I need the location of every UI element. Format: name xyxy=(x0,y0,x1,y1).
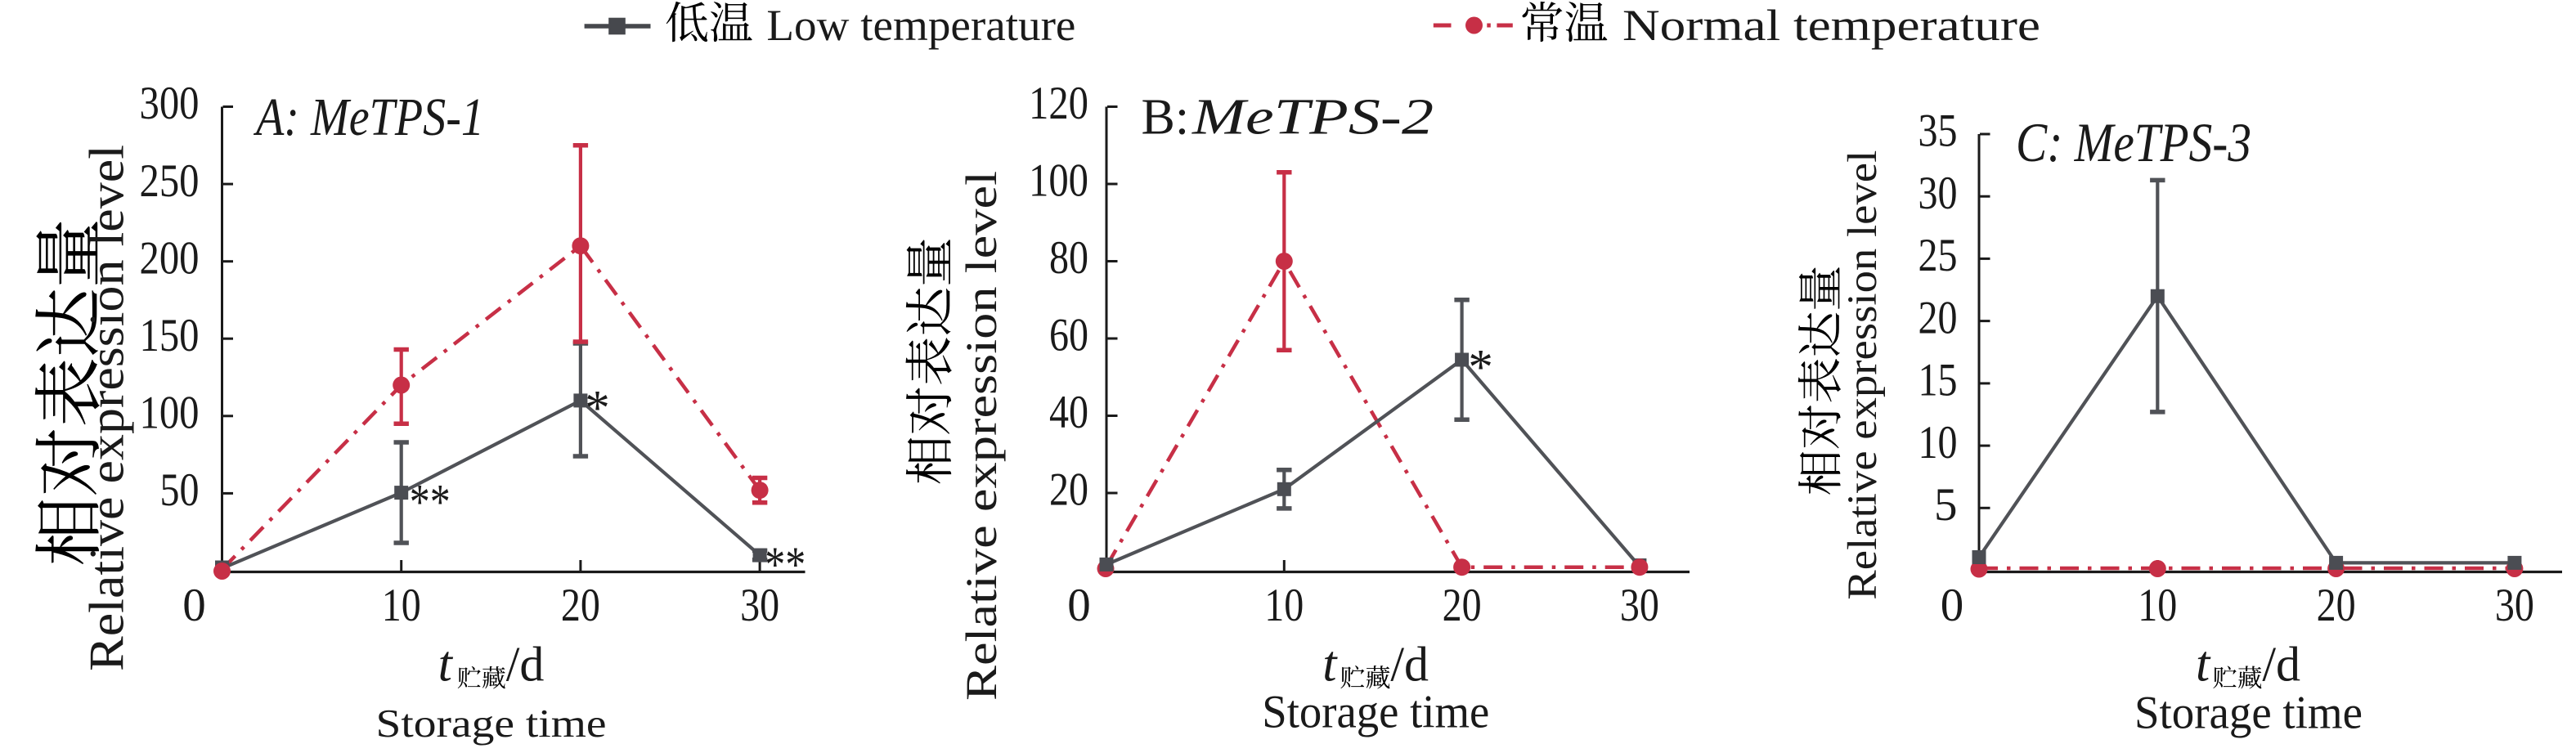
svg-text:30: 30 xyxy=(2495,580,2534,631)
svg-text:10: 10 xyxy=(1919,417,1958,468)
svg-text:MeTPS-2: MeTPS-2 xyxy=(1192,90,1434,146)
svg-text:150: 150 xyxy=(140,310,200,361)
svg-text:Low temperature: Low temperature xyxy=(766,1,1075,50)
svg-text:20: 20 xyxy=(1443,580,1482,631)
svg-text:5: 5 xyxy=(1934,479,1958,531)
svg-text:Storage time: Storage time xyxy=(376,701,607,746)
svg-text:**: ** xyxy=(765,538,806,593)
svg-text:Relative expression level: Relative expression level xyxy=(1840,150,1886,600)
svg-text:200: 200 xyxy=(140,232,200,284)
svg-text:0: 0 xyxy=(1941,580,1964,631)
svg-text:50: 50 xyxy=(160,464,200,516)
svg-text:60: 60 xyxy=(1049,310,1088,361)
svg-text:30: 30 xyxy=(1919,168,1958,219)
svg-text:300: 300 xyxy=(140,78,200,129)
svg-text:30: 30 xyxy=(740,580,779,631)
svg-text:C: MeTPS-3: C: MeTPS-3 xyxy=(2016,111,2251,173)
svg-text:20: 20 xyxy=(1049,464,1088,516)
svg-text:20: 20 xyxy=(2317,580,2356,631)
svg-text:B:: B: xyxy=(1142,90,1190,146)
svg-text:0: 0 xyxy=(1067,580,1091,631)
svg-text:/d: /d xyxy=(1390,637,1429,691)
svg-text:Storage time: Storage time xyxy=(2134,687,2363,738)
svg-text:/d: /d xyxy=(506,637,545,691)
svg-text:t: t xyxy=(438,636,454,692)
svg-text:80: 80 xyxy=(1049,232,1088,284)
svg-text:t: t xyxy=(2196,636,2211,692)
svg-text:100: 100 xyxy=(1029,155,1088,207)
svg-text:t: t xyxy=(1322,636,1338,692)
svg-text:40: 40 xyxy=(1049,387,1088,438)
svg-text:20: 20 xyxy=(1919,292,1958,343)
svg-text:*: * xyxy=(585,381,610,436)
svg-text:Normal temperature: Normal temperature xyxy=(1622,1,2040,50)
svg-text:120: 120 xyxy=(1029,78,1088,129)
svg-text:10: 10 xyxy=(1264,580,1304,631)
svg-text:Storage time: Storage time xyxy=(1262,687,1489,738)
svg-text:A: MeTPS-1: A: MeTPS-1 xyxy=(254,87,484,147)
svg-text:10: 10 xyxy=(382,580,421,631)
svg-text:35: 35 xyxy=(1919,105,1958,157)
svg-text:30: 30 xyxy=(1620,580,1659,631)
svg-text:10: 10 xyxy=(2138,580,2177,631)
svg-text:0: 0 xyxy=(182,580,206,631)
svg-text:*: * xyxy=(1468,340,1493,395)
svg-text:20: 20 xyxy=(561,580,600,631)
svg-text:100: 100 xyxy=(140,388,200,439)
svg-text:Relative expression level: Relative expression level xyxy=(79,145,133,671)
svg-text:**: ** xyxy=(410,475,451,530)
svg-text:15: 15 xyxy=(1919,355,1958,406)
svg-text:/d: /d xyxy=(2262,637,2300,691)
svg-text:250: 250 xyxy=(140,155,200,207)
svg-text:25: 25 xyxy=(1919,230,1958,281)
svg-text:Relative expression level: Relative expression level xyxy=(957,171,1006,701)
